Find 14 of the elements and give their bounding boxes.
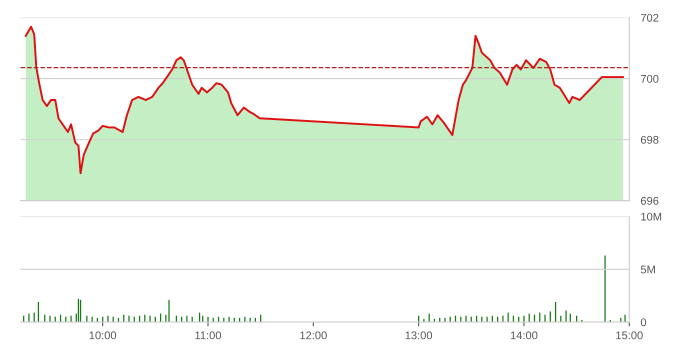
line-series — [24, 26, 624, 174]
x-tick-label: 11:00 — [195, 331, 222, 340]
x-tick-label: 12:00 — [300, 331, 327, 340]
x-tick-label: 15:00 — [616, 331, 643, 340]
x-tick-label: 10:00 — [90, 331, 116, 340]
y-tick-label: 702 — [640, 14, 658, 22]
y-tick-label: 5M — [640, 266, 655, 274]
x-tick-label: 14:00 — [510, 331, 538, 340]
y-tick-label: 700 — [640, 74, 658, 83]
x-tick-label: 13:00 — [406, 331, 432, 340]
y-tick-label: 696 — [640, 196, 658, 205]
y-tick-label: 10M — [641, 212, 662, 221]
y-tick-label: 698 — [640, 136, 658, 144]
y-tick-label: 0 — [640, 318, 646, 326]
